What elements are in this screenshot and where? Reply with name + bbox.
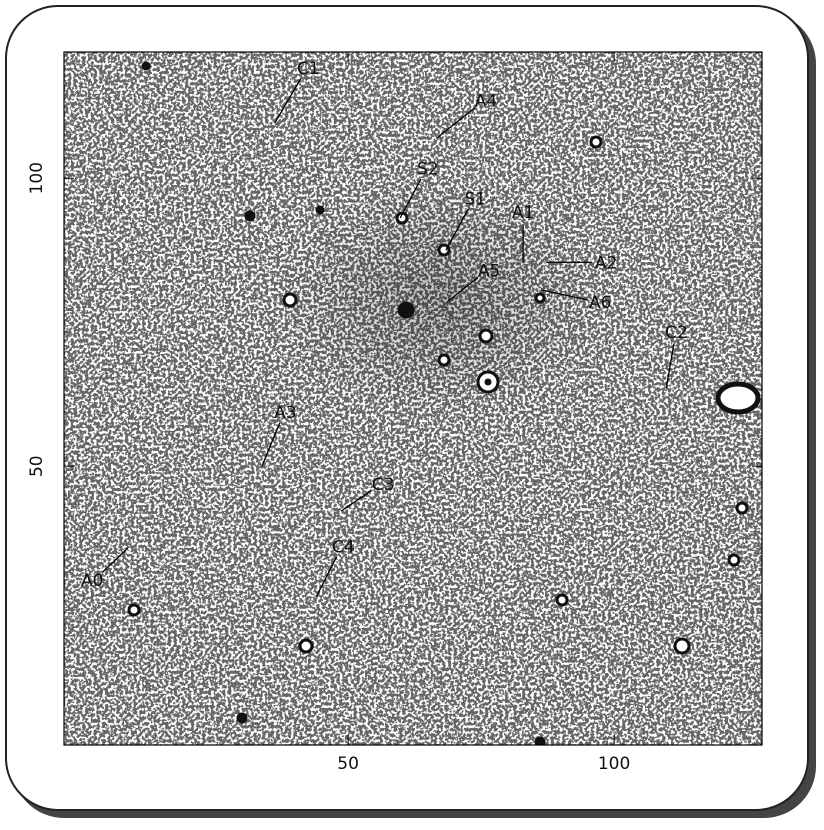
y-tick-label: 100 bbox=[27, 162, 47, 194]
page: {"chart_data": {"type": "image", "xlim":… bbox=[0, 0, 824, 826]
annotation-label: C1 bbox=[297, 59, 320, 79]
annotation-label: A6 bbox=[589, 293, 611, 313]
annotation-label: C4 bbox=[332, 537, 355, 557]
annotation-label: S2 bbox=[417, 159, 439, 179]
annotation-label: A2 bbox=[595, 253, 617, 273]
annotation-label: S1 bbox=[464, 189, 486, 209]
figure: 50 100 50 100 C1 A4 S2 S1 A1 A2 A5 A6 C2 A3 C3 C4 A0 bbox=[0, 0, 824, 826]
annotation-label: A5 bbox=[478, 261, 500, 281]
x-tick-label: 100 bbox=[598, 754, 630, 774]
annotation-label: A3 bbox=[274, 403, 296, 423]
annotation-label: A1 bbox=[512, 203, 534, 223]
annotation-label: A0 bbox=[81, 571, 103, 591]
annotation-label: C2 bbox=[665, 323, 688, 343]
y-tick-label: 50 bbox=[27, 455, 47, 477]
annotation-label: A4 bbox=[475, 91, 497, 111]
image bbox=[64, 52, 762, 747]
annotation-label: C3 bbox=[372, 475, 395, 495]
x-tick-label: 50 bbox=[337, 754, 359, 774]
